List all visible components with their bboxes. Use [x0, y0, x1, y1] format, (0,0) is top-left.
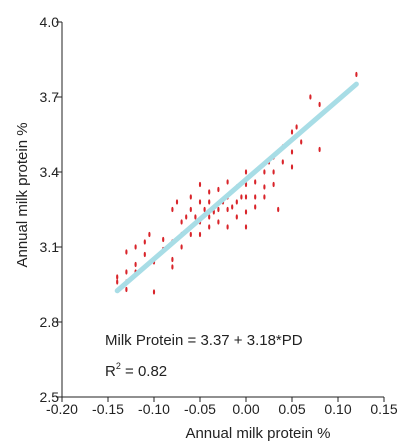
- data-point: [189, 206, 192, 213]
- x-tick-label: 0.05: [278, 401, 305, 417]
- data-point: [244, 169, 248, 175]
- data-points: [116, 71, 358, 295]
- r-squared-label: R2 = 0.82: [105, 361, 167, 380]
- data-point: [143, 239, 146, 245]
- data-point: [281, 159, 284, 165]
- y-tick-label: 3.7: [40, 89, 60, 105]
- x-tick-label: -0.10: [138, 401, 170, 417]
- data-point: [244, 194, 248, 200]
- data-point: [217, 219, 220, 225]
- axes: [61, 22, 384, 398]
- r-squared-superscript: 2: [116, 361, 121, 371]
- x-ticks: -0.20 -0.15 -0.10 -0.05 0.00 0.05 0.10 0.15: [46, 397, 398, 417]
- data-point: [309, 94, 312, 100]
- data-point: [226, 179, 229, 185]
- regression-line-layer: [114, 81, 359, 294]
- data-point: [208, 199, 211, 205]
- data-point: [148, 231, 151, 238]
- data-point: [231, 204, 234, 210]
- data-point: [272, 181, 275, 188]
- regression-line: [114, 81, 359, 294]
- data-point: [235, 214, 238, 220]
- data-point: [217, 186, 220, 193]
- data-point: [180, 244, 183, 250]
- data-point: [263, 194, 266, 200]
- x-tick-label: -0.15: [92, 401, 124, 417]
- data-point: [116, 274, 119, 280]
- data-point: [125, 249, 128, 255]
- data-point: [175, 199, 179, 205]
- data-point: [290, 149, 294, 155]
- x-tick-label: -0.20: [46, 401, 78, 417]
- y-tick-label: 3.1: [40, 239, 60, 255]
- data-point: [189, 231, 192, 238]
- data-point: [194, 214, 197, 220]
- data-point: [217, 206, 220, 213]
- data-point: [244, 224, 248, 230]
- data-point: [203, 206, 206, 213]
- data-point: [254, 194, 257, 200]
- r-squared-value: = 0.82: [121, 363, 167, 380]
- x-tick-label: 0.15: [370, 401, 397, 417]
- regression-equation: Milk Protein = 3.37 + 3.18*PD: [105, 332, 303, 349]
- data-point: [226, 206, 229, 213]
- data-point: [143, 251, 146, 258]
- data-point: [180, 219, 183, 225]
- y-tick-label: 3.4: [40, 164, 60, 180]
- y-axis-title: Annual milk protein %: [14, 122, 31, 267]
- x-tick-label: 0.00: [232, 401, 259, 417]
- data-point: [208, 214, 211, 220]
- data-point: [198, 231, 202, 238]
- data-point: [254, 204, 257, 210]
- y-tick-label: 4.0: [40, 14, 60, 30]
- data-point: [235, 199, 238, 205]
- data-point: [318, 101, 321, 108]
- data-point: [254, 179, 257, 185]
- data-point: [198, 199, 202, 205]
- data-point: [162, 236, 165, 243]
- data-point: [272, 169, 275, 175]
- data-point: [355, 71, 358, 78]
- data-point: [240, 194, 243, 200]
- data-point: [185, 214, 188, 220]
- data-point: [134, 261, 137, 268]
- data-point: [244, 209, 248, 215]
- y-tick-label: 2.5: [40, 389, 60, 405]
- data-point: [300, 139, 303, 145]
- data-point: [125, 269, 128, 275]
- y-tick-label: 2.8: [40, 314, 60, 330]
- data-point: [171, 206, 174, 213]
- data-point: [208, 189, 211, 195]
- data-point: [208, 224, 211, 230]
- x-tick-label: 0.10: [324, 401, 351, 417]
- data-point: [171, 256, 174, 263]
- x-axis-title: Annual milk protein %: [185, 425, 330, 442]
- r-squared-prefix: R: [105, 363, 116, 380]
- data-point: [263, 169, 266, 175]
- data-point: [290, 164, 294, 170]
- data-point: [152, 289, 156, 295]
- data-point: [263, 184, 266, 190]
- data-point: [318, 146, 321, 153]
- data-point: [116, 279, 119, 285]
- data-point: [290, 129, 294, 135]
- data-point: [226, 224, 229, 230]
- data-point: [171, 264, 174, 270]
- data-point: [277, 206, 280, 213]
- data-point: [134, 244, 137, 250]
- data-point: [295, 124, 298, 130]
- y-ticks: 2.5 2.8 3.1 3.4 3.7 4.0: [40, 14, 62, 405]
- data-point: [125, 286, 128, 293]
- x-tick-label: -0.05: [184, 401, 216, 417]
- data-point: [189, 194, 192, 200]
- data-point: [198, 181, 202, 188]
